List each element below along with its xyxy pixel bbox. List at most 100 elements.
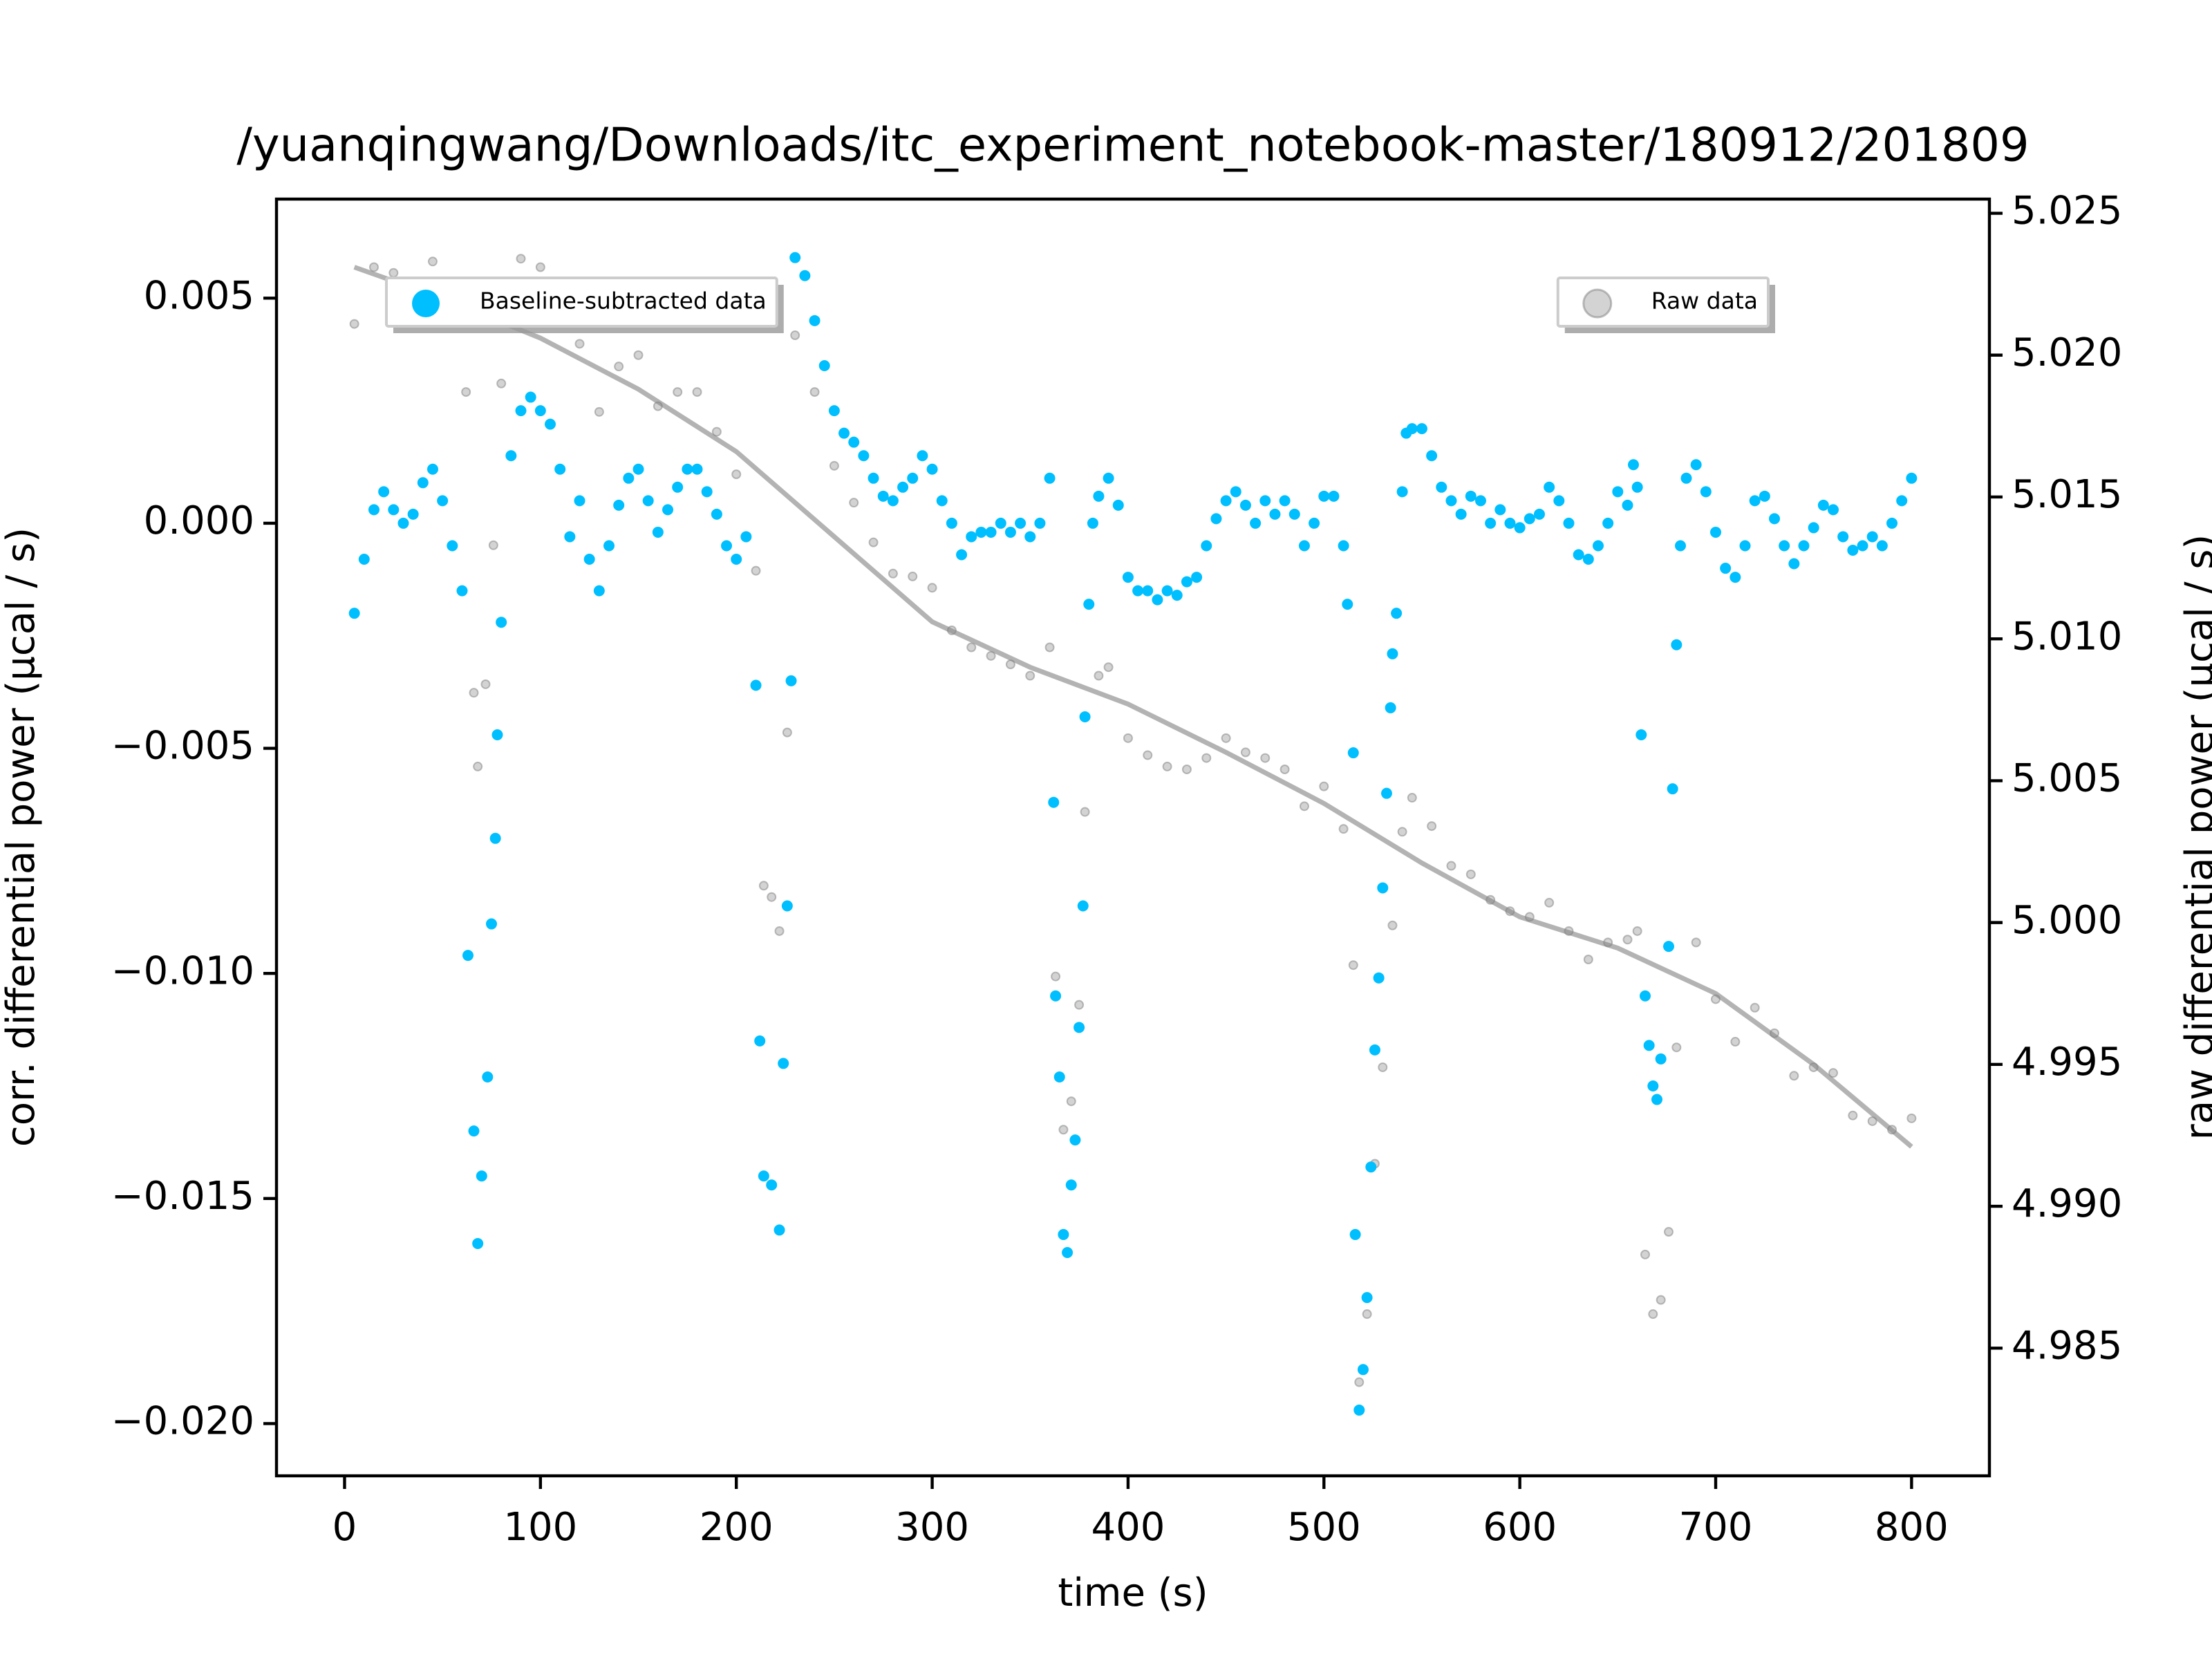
data-point: [1342, 599, 1353, 610]
raw-point: [673, 387, 683, 397]
raw-point: [1828, 1068, 1839, 1078]
data-point: [1602, 517, 1614, 529]
data-point: [1328, 490, 1340, 502]
data-point: [1318, 490, 1330, 502]
data-point: [740, 531, 752, 543]
data-point: [1876, 540, 1888, 552]
data-point: [1671, 639, 1683, 650]
data-point: [1239, 499, 1251, 511]
data-point: [1416, 423, 1427, 435]
data-point: [789, 252, 801, 263]
raw-point: [1354, 1377, 1365, 1387]
raw-point: [1005, 659, 1015, 670]
data-point: [975, 526, 987, 538]
data-point: [1788, 558, 1800, 570]
baseline-line: [353, 265, 1913, 1149]
data-point: [1445, 495, 1457, 507]
raw-point: [1848, 1110, 1858, 1121]
data-point: [1349, 1228, 1361, 1240]
data-point: [574, 495, 585, 507]
data-point: [766, 1179, 778, 1191]
data-point: [1662, 941, 1674, 953]
data-point: [758, 1170, 769, 1182]
raw-point: [1583, 954, 1593, 964]
raw-point: [1524, 912, 1535, 922]
data-point: [926, 463, 938, 475]
data-point: [489, 832, 501, 844]
data-point: [907, 472, 919, 484]
data-point: [1250, 517, 1262, 529]
data-point: [1837, 531, 1849, 543]
data-point: [731, 554, 742, 565]
data-point: [1544, 481, 1555, 493]
data-point: [1553, 495, 1565, 507]
data-point: [1514, 522, 1526, 534]
raw-point: [1808, 1062, 1819, 1072]
data-point: [1769, 513, 1781, 525]
data-point: [1455, 508, 1467, 520]
data-point: [1373, 972, 1385, 984]
legend-label: Baseline-subtracted data: [480, 288, 767, 315]
x-tick-label: 700: [1679, 1505, 1753, 1550]
data-point: [897, 481, 909, 493]
data-point: [1259, 495, 1271, 507]
data-point: [799, 270, 811, 281]
raw-point: [849, 498, 859, 508]
data-point: [995, 517, 1006, 529]
data-point: [456, 585, 468, 597]
x-tick-label: 600: [1483, 1505, 1557, 1550]
data-point: [917, 450, 928, 462]
y-tick-label: −0.015: [111, 1174, 254, 1219]
data-point: [603, 540, 615, 552]
data-point: [1465, 490, 1477, 502]
legend-frame: [1556, 276, 1770, 328]
data-point: [1639, 990, 1651, 1002]
raw-point: [966, 642, 977, 653]
raw-point: [767, 892, 777, 902]
y2-axis-label: raw differential power (μcal / s): [2177, 534, 2212, 1141]
data-point: [472, 1237, 484, 1249]
data-point: [491, 729, 503, 741]
data-point: [1062, 1246, 1074, 1258]
data-point: [652, 526, 664, 538]
y2-tick-label: 5.005: [2012, 756, 2122, 801]
data-point: [613, 499, 625, 511]
data-point: [936, 495, 948, 507]
y-tick-label: −0.010: [111, 948, 254, 993]
data-point: [778, 1058, 789, 1069]
data-point: [848, 436, 860, 448]
y-tick-label: −0.005: [111, 724, 254, 769]
data-point: [1387, 648, 1398, 659]
raw-point: [1730, 1037, 1741, 1047]
raw-point: [488, 540, 498, 550]
raw-point: [731, 469, 742, 480]
raw-point: [1058, 1125, 1069, 1135]
data-point: [505, 450, 517, 462]
data-point: [1700, 486, 1712, 498]
data-point: [1142, 585, 1154, 597]
raw-point: [1094, 671, 1104, 681]
raw-point: [1648, 1309, 1658, 1320]
axes-frame: [274, 197, 1991, 1478]
data-point: [1690, 459, 1702, 471]
raw-point: [653, 401, 663, 411]
data-point: [1065, 1179, 1077, 1191]
data-point: [1103, 472, 1114, 484]
data-point: [1210, 513, 1222, 525]
raw-point: [1123, 733, 1133, 743]
data-point: [1680, 472, 1692, 484]
raw-point: [1887, 1125, 1897, 1135]
data-point: [1739, 540, 1751, 552]
data-point: [1406, 423, 1418, 435]
raw-point: [1407, 793, 1417, 803]
data-point: [1181, 576, 1192, 588]
data-point: [1361, 1292, 1373, 1304]
data-point: [593, 585, 605, 597]
data-point: [1353, 1404, 1365, 1416]
data-point: [838, 427, 850, 439]
raw-point: [1505, 906, 1515, 917]
data-point: [750, 679, 762, 691]
raw-point: [809, 387, 820, 397]
raw-point: [1025, 671, 1035, 681]
